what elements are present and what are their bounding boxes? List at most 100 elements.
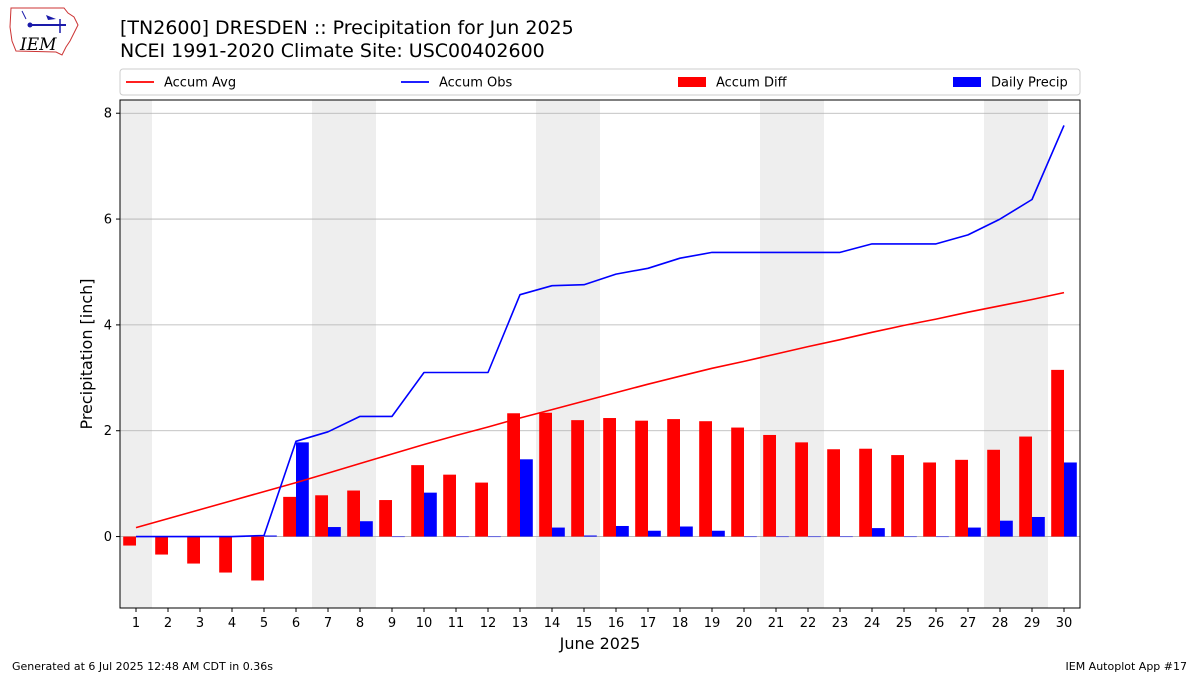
y-tick-label-6: 6 <box>104 213 112 228</box>
accum-diff-bar-day-28 <box>987 449 1000 537</box>
daily-precip-bar-day-18 <box>680 526 693 537</box>
accum-diff-bar-day-6 <box>283 496 296 537</box>
daily-precip-bar-day-16 <box>616 525 629 537</box>
accum-diff-bar-day-8 <box>347 490 360 537</box>
x-tick-label-29: 29 <box>1024 616 1041 631</box>
accum-diff-bar-day-4 <box>219 536 232 573</box>
legend-item-accum-avg: Accum Avg <box>126 76 236 91</box>
accum-diff-bar-day-29 <box>1019 436 1032 537</box>
legend-label: Daily Precip <box>991 76 1068 91</box>
x-tick-label-19: 19 <box>704 616 721 631</box>
daily-precip-bar-day-10 <box>424 492 437 537</box>
daily-precip-bar-day-23 <box>840 536 853 538</box>
x-tick-label-6: 6 <box>292 616 300 631</box>
x-tick-label-12: 12 <box>480 616 497 631</box>
y-tick-label-2: 2 <box>104 424 112 439</box>
x-tick-label-21: 21 <box>768 616 785 631</box>
x-tick-label-25: 25 <box>896 616 913 631</box>
x-tick-label-2: 2 <box>164 616 172 631</box>
accum-diff-bar-day-13 <box>507 413 520 537</box>
accum-diff-bar-day-30 <box>1051 369 1064 537</box>
y-tick-label-8: 8 <box>104 107 112 122</box>
accum-diff-bar-day-21 <box>763 434 776 537</box>
legend-label: Accum Obs <box>439 76 512 91</box>
accum-diff-bar-day-15 <box>571 420 584 537</box>
daily-precip-bar-day-8 <box>360 521 373 537</box>
daily-precip-bar-day-25 <box>904 536 917 538</box>
plot-frame <box>119 99 1081 609</box>
accum-diff-bar-day-16 <box>603 418 616 537</box>
x-tick-label-22: 22 <box>800 616 817 631</box>
chart-title: [TN2600] DRESDEN :: Precipitation for Ju… <box>120 17 574 39</box>
accum-diff-bar-day-27 <box>955 459 968 537</box>
accum-diff-bar-day-1 <box>123 536 136 546</box>
legend-item-daily-precip: Daily Precip <box>953 76 1068 91</box>
generated-timestamp: Generated at 6 Jul 2025 12:48 AM CDT in … <box>12 660 273 673</box>
daily-precip-bar-day-29 <box>1032 516 1045 537</box>
x-tick-label-24: 24 <box>864 616 881 631</box>
y-tick-label-4: 4 <box>104 318 112 333</box>
daily-precip-bar-day-21 <box>776 536 789 538</box>
accum-diff-bar-day-12 <box>475 482 488 537</box>
y-axis-label: Precipitation [inch] <box>77 278 96 429</box>
accum-diff-bar-day-11 <box>443 474 456 537</box>
chart-subtitle: NCEI 1991-2020 Climate Site: USC00402600 <box>120 40 545 62</box>
daily-precip-bar-day-7 <box>328 527 341 537</box>
daily-precip-bar-day-5 <box>264 535 277 537</box>
legend-item-accum-diff: Accum Diff <box>678 76 788 91</box>
x-tick-label-3: 3 <box>196 616 204 631</box>
x-tick-label-1: 1 <box>132 616 140 631</box>
x-tick-label-5: 5 <box>260 616 268 631</box>
accum-diff-bar-day-14 <box>539 412 552 537</box>
legend-item-accum-obs: Accum Obs <box>401 76 512 91</box>
daily-precip-bar-day-9 <box>392 536 405 538</box>
accum-diff-bar-day-18 <box>667 419 680 537</box>
daily-precip-bar-day-11 <box>456 536 469 538</box>
x-tick-label-26: 26 <box>928 616 945 631</box>
accum-avg-line <box>135 291 1065 529</box>
x-tick-label-27: 27 <box>960 616 977 631</box>
x-tick-label-20: 20 <box>736 616 753 631</box>
daily-precip-bar-day-24 <box>872 528 885 537</box>
accum-diff-bar-day-23 <box>827 449 840 537</box>
legend-label: Accum Diff <box>716 76 788 91</box>
daily-precip-bar-day-26 <box>936 536 949 538</box>
iem-logo-graphic: IEM <box>9 7 79 56</box>
daily-precip-bar-day-14 <box>552 527 565 537</box>
daily-precip-bar-day-30 <box>1064 462 1077 537</box>
accum-diff-bar-day-10 <box>411 465 424 537</box>
accum-diff-bar-day-25 <box>891 455 904 537</box>
daily-precip-bar-day-17 <box>648 530 661 537</box>
daily-precip-bar-day-6 <box>296 442 309 537</box>
x-tick-label-17: 17 <box>640 616 657 631</box>
legend-swatch-bar <box>678 77 706 87</box>
accum-diff-bar-day-2 <box>155 536 168 555</box>
daily-precip-bar-day-22 <box>808 536 821 538</box>
accum-diff-bar-day-5 <box>251 536 264 581</box>
daily-precip-bar-day-28 <box>1000 520 1013 537</box>
daily-precip-bar-day-20 <box>744 536 757 538</box>
x-tick-label-18: 18 <box>672 616 689 631</box>
logo-text: IEM <box>19 35 57 55</box>
x-tick-label-30: 30 <box>1056 616 1073 631</box>
daily-precip-bar-day-13 <box>520 459 533 537</box>
x-tick-label-23: 23 <box>832 616 849 631</box>
legend-box <box>119 68 1081 96</box>
accum-diff-bar-day-19 <box>699 421 712 537</box>
daily-precip-bar-day-27 <box>968 527 981 537</box>
accum-diff-bar-day-3 <box>187 536 200 564</box>
x-tick-label-9: 9 <box>388 616 396 631</box>
daily-precip-bar-day-12 <box>488 536 501 538</box>
accum-diff-bar-day-22 <box>795 442 808 537</box>
daily-precip-bar-day-15 <box>584 535 597 537</box>
daily-precip-bar-day-19 <box>712 530 725 537</box>
x-axis-label: June 2025 <box>559 634 641 653</box>
accum-diff-bar-day-7 <box>315 495 328 537</box>
y-tick-label-0: 0 <box>104 530 112 545</box>
accum-diff-bar-day-17 <box>635 420 648 537</box>
x-tick-label-13: 13 <box>512 616 529 631</box>
x-tick-label-4: 4 <box>228 616 236 631</box>
x-tick-label-11: 11 <box>448 616 465 631</box>
legend-label: Accum Avg <box>164 76 236 91</box>
